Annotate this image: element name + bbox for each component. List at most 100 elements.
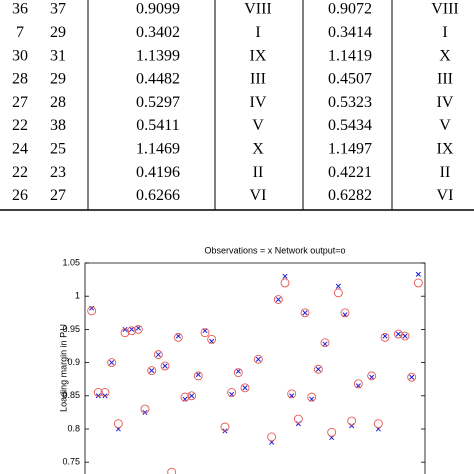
table-cell: VIII bbox=[431, 1, 459, 18]
output-marker bbox=[273, 295, 283, 304]
table-cell: V bbox=[252, 117, 264, 134]
table-cell: 22 bbox=[12, 164, 28, 181]
table-cell: 0.6282 bbox=[328, 187, 372, 204]
table-cell: VI bbox=[250, 187, 267, 204]
table-cell: II bbox=[253, 164, 264, 181]
output-marker bbox=[320, 338, 330, 348]
output-marker bbox=[167, 467, 177, 474]
output-marker bbox=[293, 414, 303, 424]
output-marker bbox=[367, 371, 377, 381]
output-marker bbox=[373, 419, 383, 429]
y-tick-label: 0.75 bbox=[62, 457, 80, 467]
output-marker bbox=[333, 288, 343, 298]
output-marker bbox=[193, 371, 203, 381]
output-marker bbox=[340, 308, 350, 318]
observation-marker bbox=[369, 374, 375, 380]
table-cell: IV bbox=[437, 94, 454, 111]
table-cell: 38 bbox=[50, 117, 66, 134]
output-marker bbox=[220, 422, 230, 432]
output-marker bbox=[160, 361, 170, 371]
observation-marker bbox=[135, 325, 141, 331]
table-cell: 29 bbox=[50, 71, 66, 88]
plot-frame bbox=[84, 262, 426, 474]
table-cell: IX bbox=[437, 140, 454, 157]
table-cell: 24 bbox=[12, 140, 28, 157]
table-cell: 29 bbox=[50, 24, 66, 41]
output-marker bbox=[100, 388, 110, 397]
y-tick-label: 0.8 bbox=[67, 423, 80, 433]
table-cell: 26 bbox=[12, 187, 28, 204]
table-cell: 0.4221 bbox=[328, 164, 372, 181]
observation-marker bbox=[129, 326, 135, 332]
observation-marker bbox=[302, 310, 308, 316]
table-cell: 27 bbox=[50, 187, 66, 204]
table-cell: 36 bbox=[12, 1, 28, 18]
table-cell: 0.3414 bbox=[328, 24, 372, 41]
table-cell: V bbox=[439, 117, 451, 134]
observation-marker bbox=[162, 363, 168, 369]
table-cell: VI bbox=[437, 187, 454, 204]
output-marker bbox=[113, 419, 123, 429]
observation-marker bbox=[395, 331, 401, 337]
observation-marker bbox=[255, 356, 261, 362]
table-cell: I bbox=[255, 24, 260, 41]
table-cell: 0.5434 bbox=[328, 117, 372, 134]
observation-marker bbox=[142, 409, 148, 415]
observation-marker bbox=[282, 273, 288, 279]
table-cell: 1.1497 bbox=[328, 140, 372, 157]
output-marker bbox=[400, 331, 410, 341]
table-cell: 22 bbox=[12, 117, 28, 134]
table-cell: 0.3402 bbox=[136, 24, 180, 41]
table-cell: 28 bbox=[12, 71, 28, 88]
observation-marker bbox=[402, 333, 408, 339]
output-marker bbox=[207, 334, 217, 344]
table-cell: 37 bbox=[50, 1, 66, 18]
output-marker bbox=[107, 358, 117, 368]
chart-title: Observations = x Network output=o bbox=[204, 245, 345, 255]
observation-marker bbox=[322, 341, 328, 347]
output-marker bbox=[153, 350, 163, 360]
observation-marker bbox=[195, 371, 201, 378]
observation-marker bbox=[409, 374, 415, 380]
table-cell: X bbox=[439, 47, 451, 64]
observation-marker bbox=[95, 393, 101, 399]
output-marker bbox=[287, 389, 297, 399]
table-cell: 30 bbox=[12, 47, 28, 64]
table-cell: 31 bbox=[50, 47, 66, 64]
output-marker bbox=[200, 328, 210, 338]
table-cell: IX bbox=[250, 47, 267, 64]
table-cell: 1.1399 bbox=[136, 47, 180, 64]
output-marker bbox=[140, 404, 150, 414]
output-marker bbox=[347, 416, 357, 426]
y-tick-label: 1.05 bbox=[62, 257, 80, 267]
observation-marker bbox=[382, 333, 388, 339]
y-axis-label: Loading margin in P.U bbox=[58, 324, 68, 412]
output-marker bbox=[187, 391, 197, 401]
output-marker bbox=[253, 354, 263, 364]
table-cell: 0.4196 bbox=[136, 164, 180, 181]
output-marker bbox=[393, 329, 403, 339]
table-cell: 0.4507 bbox=[328, 71, 372, 88]
table-cell: 7 bbox=[16, 24, 24, 41]
table-cell: 0.9099 bbox=[136, 1, 180, 18]
observation-marker bbox=[122, 326, 128, 332]
output-marker bbox=[380, 332, 390, 342]
y-tick-label: 0.85 bbox=[62, 390, 80, 400]
output-marker bbox=[313, 364, 323, 374]
output-marker bbox=[280, 278, 290, 288]
output-marker bbox=[87, 306, 97, 316]
observation-marker bbox=[189, 393, 195, 399]
table-cell: III bbox=[250, 71, 266, 88]
table-cell: 0.4482 bbox=[136, 71, 180, 88]
observation-marker bbox=[235, 368, 241, 374]
table-cell: I bbox=[442, 24, 447, 41]
output-marker bbox=[240, 383, 250, 393]
output-marker bbox=[180, 392, 190, 402]
output-marker bbox=[93, 388, 103, 397]
table-cell: 27 bbox=[12, 94, 28, 111]
table-cell: 25 bbox=[50, 140, 66, 157]
table-cell: 0.6266 bbox=[136, 187, 180, 204]
y-tick-label: 1 bbox=[75, 291, 80, 301]
